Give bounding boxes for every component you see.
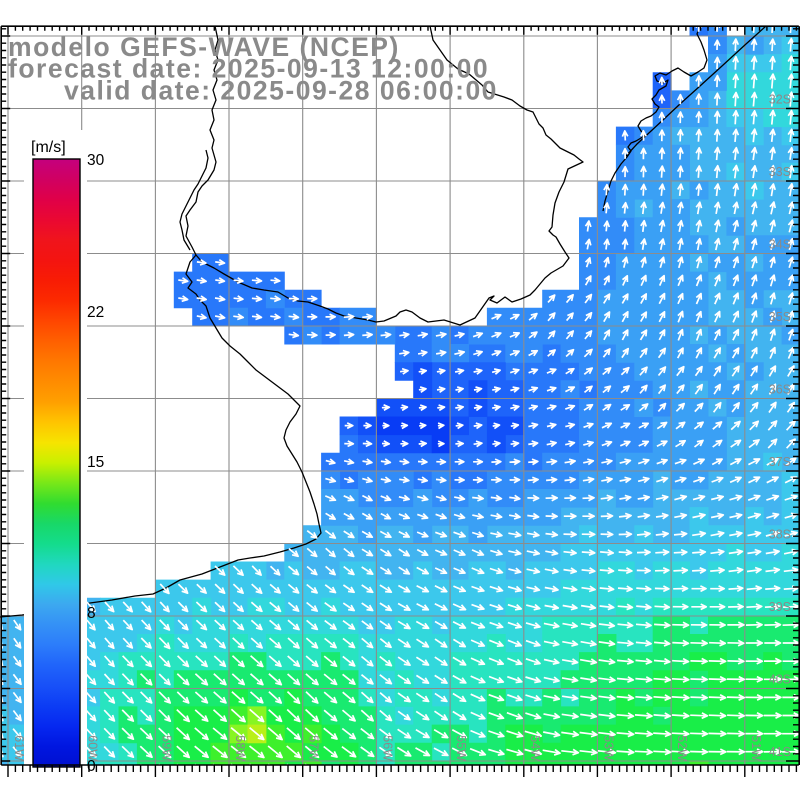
svg-text:[m/s]: [m/s] [31, 139, 66, 156]
svg-text:35S: 35S [769, 310, 791, 324]
svg-text:modelo GEFS-WAVE (NCEP): modelo GEFS-WAVE (NCEP) [8, 32, 400, 62]
svg-text:56W: 56W [380, 735, 394, 761]
svg-text:32S: 32S [769, 93, 791, 107]
svg-text:valid date: 2025-09-28 06:00:0: valid date: 2025-09-28 06:00:00 [64, 76, 498, 106]
svg-text:38S: 38S [769, 528, 791, 542]
svg-text:39S: 39S [769, 600, 791, 614]
svg-text:41S: 41S [769, 745, 791, 759]
svg-text:30: 30 [87, 152, 105, 169]
svg-text:36S: 36S [769, 383, 791, 397]
svg-text:forecast date: 2025-09-13 12:0: forecast date: 2025-09-13 12:00:00 [8, 54, 489, 84]
svg-text:58W: 58W [233, 735, 247, 761]
svg-text:53W: 53W [601, 735, 615, 761]
svg-text:54W: 54W [528, 735, 542, 761]
svg-text:51W: 51W [749, 735, 763, 761]
svg-text:34S: 34S [769, 238, 791, 252]
svg-text:37S: 37S [769, 455, 791, 469]
svg-text:57W: 57W [307, 735, 321, 761]
svg-text:0: 0 [87, 758, 96, 775]
svg-text:8: 8 [87, 605, 96, 622]
svg-text:55W: 55W [454, 735, 468, 761]
svg-text:40S: 40S [769, 673, 791, 687]
svg-text:61W: 61W [12, 735, 26, 761]
svg-text:59W: 59W [159, 735, 173, 761]
svg-text:60W: 60W [86, 735, 100, 761]
svg-text:15: 15 [87, 454, 104, 471]
svg-text:22: 22 [87, 304, 104, 321]
svg-text:33S: 33S [769, 165, 791, 179]
svg-text:52W: 52W [675, 735, 689, 761]
